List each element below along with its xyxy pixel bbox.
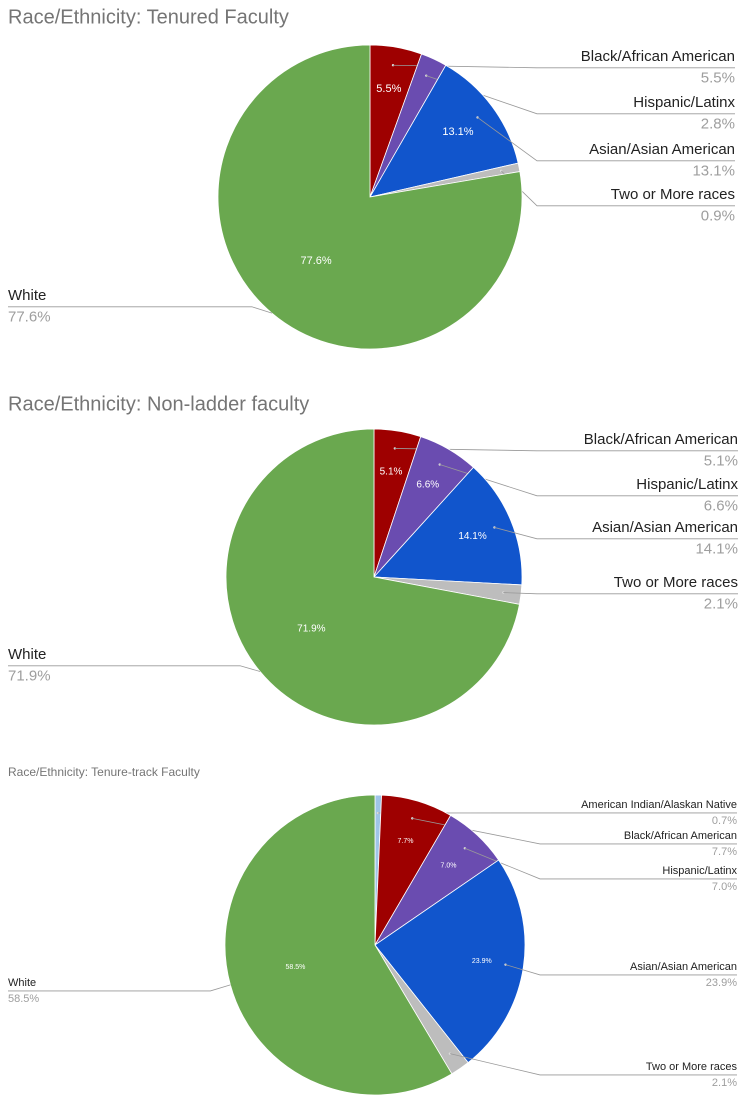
legend-value: 5.1% [704, 453, 738, 470]
legend-value: 77.6% [8, 309, 51, 326]
pie-slice [224, 794, 453, 1096]
legend-value: 0.9% [701, 208, 735, 225]
slice-label: 6.6% [416, 480, 439, 491]
legend-name: Two or More races [614, 574, 738, 591]
legend-name: Asian/Asian American [630, 961, 737, 973]
legend-value: 7.7% [712, 846, 737, 858]
legend-value: 5.5% [701, 70, 735, 87]
leader-line [8, 984, 231, 992]
chart-title: Race/Ethnicity: Tenure-track Faculty [8, 765, 200, 779]
slice-label: 71.9% [297, 624, 325, 635]
legend-value: 7.0% [712, 881, 737, 893]
leader-line [494, 527, 738, 540]
legend-name: Hispanic/Latinx [636, 476, 738, 493]
legend-value: 2.1% [704, 596, 738, 613]
legend-value: 71.9% [8, 668, 51, 685]
leader-line [449, 1053, 737, 1076]
legend-name: Asian/Asian American [589, 141, 735, 158]
legend-value: 0.7% [712, 815, 737, 827]
legend-value: 14.1% [695, 541, 738, 558]
legend-value: 2.8% [701, 116, 735, 133]
slice-label: 7.0% [441, 863, 457, 870]
slice-label: 58.5% [286, 964, 306, 971]
pie-slice [369, 64, 519, 198]
pie-slice [225, 428, 520, 726]
legend-value: 6.6% [704, 498, 738, 515]
legend-value: 2.1% [712, 1077, 737, 1089]
legend-name: American Indian/Alaskan Native [581, 799, 737, 811]
pie-slice [217, 44, 523, 350]
pie-slice [374, 859, 526, 1064]
legend-value: 23.9% [706, 977, 737, 989]
legend-value: 13.1% [692, 163, 735, 180]
leader-line [464, 847, 737, 880]
chart-title: Race/Ethnicity: Non-ladder faculty [8, 393, 309, 415]
legend-name: Black/African American [624, 830, 737, 842]
slice-label: 5.5% [376, 83, 401, 95]
legend-name: Asian/Asian American [592, 519, 738, 536]
leader-dot [393, 447, 397, 450]
legend-name: Two or More races [646, 1061, 738, 1073]
legend-value: 58.5% [8, 993, 39, 1005]
legend-name: White [8, 287, 46, 304]
slice-label: 77.6% [300, 255, 331, 267]
legend-name: Two or More races [611, 186, 735, 203]
leader-dot [493, 526, 496, 529]
leader-line [8, 665, 261, 672]
slice-label: 7.7% [398, 838, 414, 845]
slice-label: 13.1% [442, 126, 473, 138]
slice-label: 14.1% [458, 531, 486, 542]
slice-label: 5.1% [380, 466, 403, 477]
leader-line [8, 306, 273, 314]
leader-line [503, 592, 738, 595]
legend-name: White [8, 977, 36, 989]
slice-label: 23.9% [472, 958, 492, 965]
legend-name: Black/African American [581, 48, 735, 65]
legend-name: Hispanic/Latinx [662, 865, 737, 877]
leader-line [505, 964, 737, 976]
leader-line [477, 117, 735, 162]
chart-title: Race/Ethnicity: Tenured Faculty [8, 6, 289, 28]
legend-name: Black/African American [584, 431, 738, 448]
legend-name: Hispanic/Latinx [633, 94, 735, 111]
legend-name: White [8, 646, 46, 663]
pie-slice [373, 466, 523, 586]
